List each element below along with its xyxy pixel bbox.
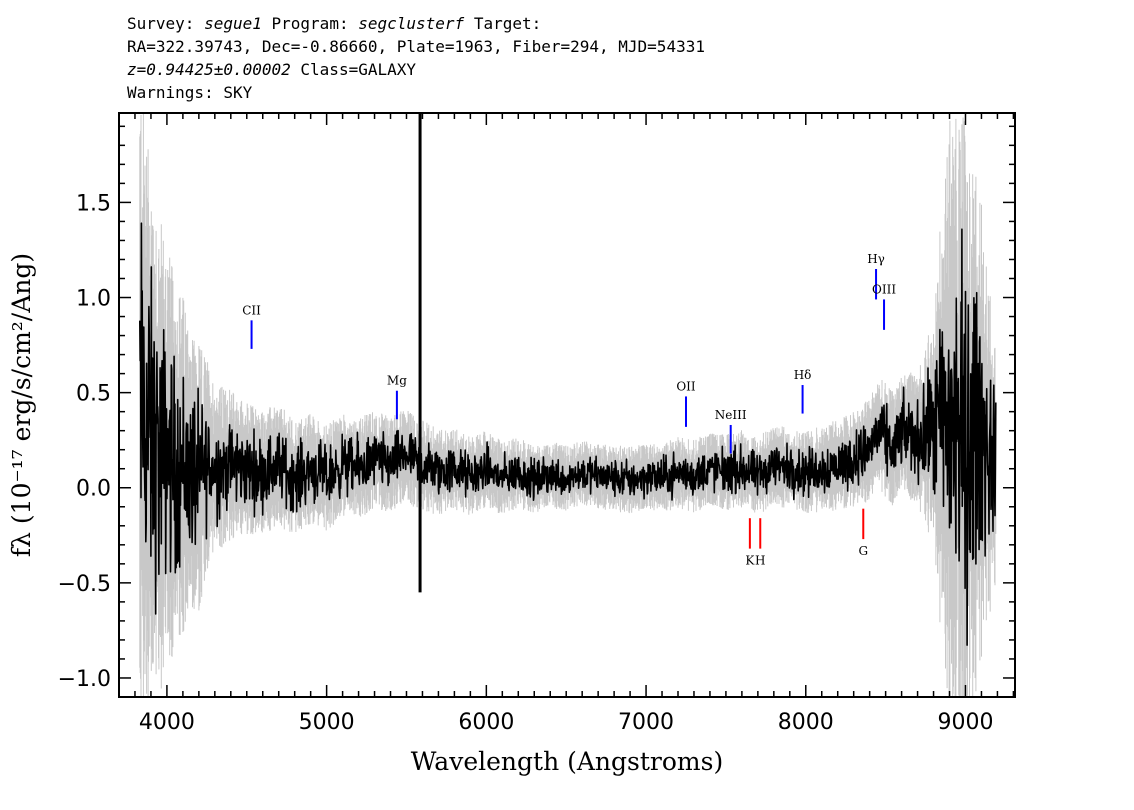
y-tick-label-2: 0.0 — [76, 477, 111, 502]
absorption-label-h: H — [755, 554, 765, 568]
x-tick-label-8000: 8000 — [778, 710, 834, 735]
emission-label-h: Hγ — [867, 252, 885, 266]
x-tick-label-6000: 6000 — [458, 710, 514, 735]
spectral-lines-layer: CII Mg OII NeIII Hδ Hγ OIII K H G — [242, 252, 896, 568]
program-value: segclusterf — [358, 14, 465, 33]
y-tick-label-5: 1.5 — [76, 191, 111, 216]
survey-value: segue1 — [204, 14, 262, 33]
redshift-value: z=0.94425±0.00002 — [127, 60, 291, 79]
y-tick-label-0: −1.0 — [58, 667, 111, 692]
y-tick-label-3: 0.5 — [76, 382, 111, 407]
spectrum-header: Survey: segue1 Program: segclusterf Targ… — [127, 12, 705, 104]
emission-label-mg: Mg — [387, 374, 407, 388]
x-tick-label-5000: 5000 — [299, 710, 355, 735]
survey-label: Survey: — [127, 14, 195, 33]
absorption-label-g: G — [858, 544, 868, 558]
error-band-layer — [139, 113, 997, 697]
x-axis-title: Wavelength (Angstroms) — [411, 747, 723, 776]
header-line-2: RA=322.39743, Dec=-0.86660, Plate=1963, … — [127, 37, 705, 56]
emission-label-oiii: OIII — [872, 282, 896, 296]
flux-line — [139, 222, 997, 646]
x-tick-label-9000: 9000 — [937, 710, 993, 735]
emission-label-h: Hδ — [794, 368, 812, 382]
y-axis-title: fλ (10⁻¹⁷ erg/s/cm²/Ang) — [7, 253, 36, 557]
flux-layer — [139, 113, 997, 646]
target-label: Target: — [473, 14, 542, 33]
header-line-1: Survey: segue1 Program: segclusterf Targ… — [127, 12, 705, 35]
y-tick-label-1: −0.5 — [58, 572, 111, 597]
y-tick-label-4: 1.0 — [76, 287, 111, 312]
class-value: Class=GALAXY — [300, 60, 416, 79]
header-line-3: z=0.94425±0.00002 Class=GALAXY — [127, 58, 705, 81]
plot-frame — [118, 112, 1016, 698]
x-tick-label-7000: 7000 — [618, 710, 674, 735]
error-band — [139, 113, 997, 697]
emission-label-oii: OII — [676, 379, 696, 393]
x-tick-label-4000: 4000 — [139, 710, 195, 735]
program-label: Program: — [271, 14, 349, 33]
absorption-label-k: K — [745, 554, 755, 568]
header-line-4: Warnings: SKY — [127, 83, 253, 102]
emission-label-cii: CII — [242, 303, 261, 317]
emission-label-neiii: NeIII — [715, 408, 747, 422]
ticks-layer: 4000 5000 6000 7000 8000 9000 −1.0 −0.5 0.0 0.5 1.… — [58, 113, 1015, 735]
